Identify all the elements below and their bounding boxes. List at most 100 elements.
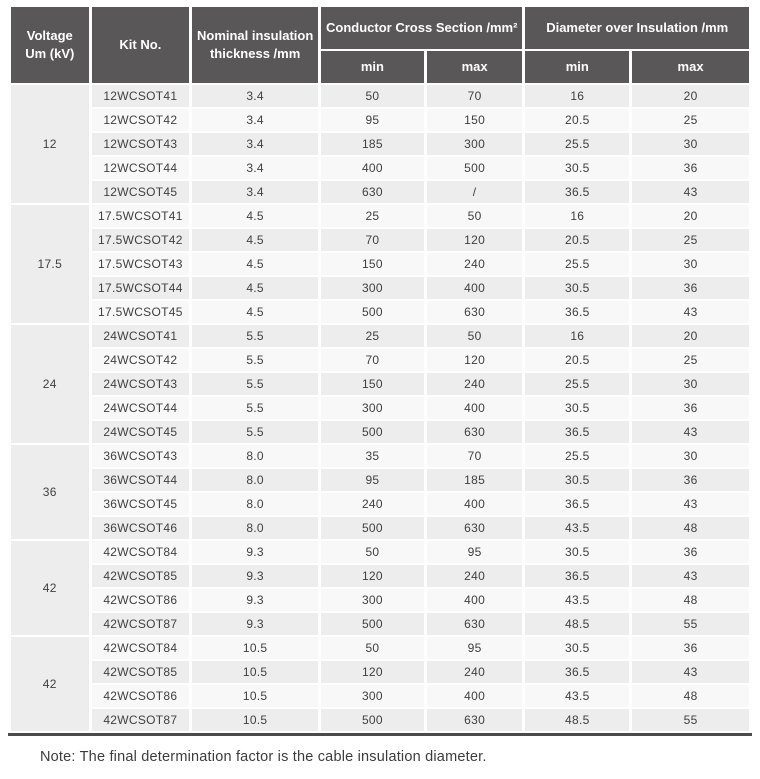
cell-dia-min: 25.5: [525, 373, 630, 395]
cell-ccs-max: 400: [426, 397, 523, 419]
cell-kit-no: 17.5WCSOT45: [91, 301, 190, 323]
column-group-conductor-cross-section: Conductor Cross Section /mm²: [321, 7, 523, 49]
cell-ccs-min: 70: [321, 229, 424, 251]
cell-ccs-max: 70: [426, 445, 523, 467]
cell-kit-no: 42WCSOT84: [91, 637, 190, 659]
cell-nominal-thickness: 10.5: [192, 685, 319, 707]
cell-ccs-max: 95: [426, 637, 523, 659]
table-row: 36WCSOT46 8.0 500 630 43.5 48: [11, 517, 749, 539]
cell-dia-max: 25: [632, 349, 749, 371]
cell-dia-min: 30.5: [525, 397, 630, 419]
cell-dia-max: 43: [632, 493, 749, 515]
cell-dia-max: 43: [632, 565, 749, 587]
table-row: 17.5 17.5WCSOT41 4.5 25 50 16 20: [11, 205, 749, 323]
cell-nominal-thickness: 9.3: [192, 613, 319, 635]
cell-kit-no: 42WCSOT86: [91, 685, 190, 707]
cell-ccs-max: 50: [426, 325, 523, 347]
cell-nominal-thickness: 4.5: [192, 253, 319, 275]
voltage-group-cell: 17.5: [11, 205, 89, 323]
cell-ccs-max: 630: [426, 421, 523, 443]
cell-dia-max: 43: [632, 301, 749, 323]
cell-dia-max: 48: [632, 685, 749, 707]
cell-dia-max: 36: [632, 157, 749, 179]
cell-dia-max: 20: [632, 85, 749, 107]
voltage-group-cell: 36: [11, 445, 89, 539]
table-row: 42WCSOT87 9.3 500 630 48.5 55: [11, 613, 749, 635]
cell-ccs-min: 25: [321, 205, 424, 227]
cell-ccs-max: 630: [426, 709, 523, 731]
cell-dia-max: 55: [632, 709, 749, 731]
cell-ccs-max: 185: [426, 469, 523, 491]
table-row: 42WCSOT85 9.3 120 240 36.5 43: [11, 565, 749, 587]
cell-dia-min: 16: [525, 205, 630, 227]
cell-dia-min: 36.5: [525, 421, 630, 443]
cell-dia-min: 43.5: [525, 685, 630, 707]
cell-nominal-thickness: 9.3: [192, 541, 319, 563]
table-header: Voltage Um (kV) Kit No. Nominal insulati…: [11, 7, 749, 83]
cell-kit-no: 42WCSOT86: [91, 589, 190, 611]
cell-ccs-max: 240: [426, 253, 523, 275]
cell-dia-min: 16: [525, 325, 630, 347]
table-row: 42 42WCSOT84 9.3 50 95 30.5 36: [11, 541, 749, 635]
cell-ccs-min: 50: [321, 85, 424, 107]
footnote: Note: The final determination factor is …: [40, 749, 487, 765]
cell-ccs-min: 25: [321, 325, 424, 347]
subheader-conductor-min: min: [321, 51, 424, 83]
cell-dia-max: 43: [632, 661, 749, 683]
cell-dia-min: 36.5: [525, 301, 630, 323]
cell-dia-min: 36.5: [525, 565, 630, 587]
cell-ccs-min: 70: [321, 349, 424, 371]
cell-ccs-min: 500: [321, 613, 424, 635]
cell-ccs-max: 95: [426, 541, 523, 563]
cell-ccs-min: 150: [321, 373, 424, 395]
cell-kit-no: 12WCSOT43: [91, 133, 190, 155]
cell-ccs-max: 120: [426, 349, 523, 371]
cell-ccs-max: 400: [426, 589, 523, 611]
cell-kit-no: 42WCSOT85: [91, 565, 190, 587]
cell-ccs-min: 185: [321, 133, 424, 155]
cell-kit-no: 12WCSOT44: [91, 157, 190, 179]
subheader-diameter-min: min: [525, 51, 630, 83]
table-row: 24WCSOT43 5.5 150 240 25.5 30: [11, 373, 749, 395]
cell-dia-min: 20.5: [525, 229, 630, 251]
cell-ccs-max: 630: [426, 301, 523, 323]
column-group-diameter-over-insulation: Diameter over Insulation /mm: [525, 7, 749, 49]
table-row: 24WCSOT44 5.5 300 400 30.5 36: [11, 397, 749, 419]
table-row: 24WCSOT42 5.5 70 120 20.5 25: [11, 349, 749, 371]
cell-nominal-thickness: 8.0: [192, 469, 319, 491]
cell-nominal-thickness: 4.5: [192, 277, 319, 299]
cell-nominal-thickness: 5.5: [192, 373, 319, 395]
cell-kit-no: 12WCSOT41: [91, 85, 190, 107]
cell-kit-no: 12WCSOT45: [91, 181, 190, 203]
table-row: 36WCSOT44 8.0 95 185 30.5 36: [11, 469, 749, 491]
cell-dia-max: 43: [632, 181, 749, 203]
cell-ccs-max: 240: [426, 565, 523, 587]
table-row: 17.5WCSOT44 4.5 300 400 30.5 36: [11, 277, 749, 299]
cell-kit-no: 17.5WCSOT42: [91, 229, 190, 251]
cell-nominal-thickness: 5.5: [192, 421, 319, 443]
cell-nominal-thickness: 9.3: [192, 589, 319, 611]
table-row: 42WCSOT87 10.5 500 630 48.5 55: [11, 709, 749, 731]
cell-dia-max: 36: [632, 637, 749, 659]
cell-dia-max: 20: [632, 205, 749, 227]
cell-dia-min: 36.5: [525, 661, 630, 683]
cell-dia-min: 30.5: [525, 541, 630, 563]
cell-ccs-min: 50: [321, 541, 424, 563]
cell-ccs-min: 240: [321, 493, 424, 515]
cell-kit-no: 12WCSOT42: [91, 109, 190, 131]
cell-kit-no: 24WCSOT44: [91, 397, 190, 419]
table-row: 12WCSOT43 3.4 185 300 25.5 30: [11, 133, 749, 155]
cell-ccs-min: 500: [321, 709, 424, 731]
cell-dia-max: 20: [632, 325, 749, 347]
table-body: 12 12WCSOT41 3.4 50 70 16 20 12WCSOT42 3.4 95 150 2…: [11, 85, 749, 731]
cell-ccs-min: 120: [321, 661, 424, 683]
cell-kit-no: 17.5WCSOT43: [91, 253, 190, 275]
cell-dia-min: 25.5: [525, 133, 630, 155]
cell-dia-max: 30: [632, 133, 749, 155]
column-header-nominal-line2: thickness /mm: [209, 46, 301, 61]
cell-kit-no: 17.5WCSOT41: [91, 205, 190, 227]
cell-dia-max: 55: [632, 613, 749, 635]
table-row: 36WCSOT45 8.0 240 400 36.5 43: [11, 493, 749, 515]
cell-nominal-thickness: 4.5: [192, 229, 319, 251]
